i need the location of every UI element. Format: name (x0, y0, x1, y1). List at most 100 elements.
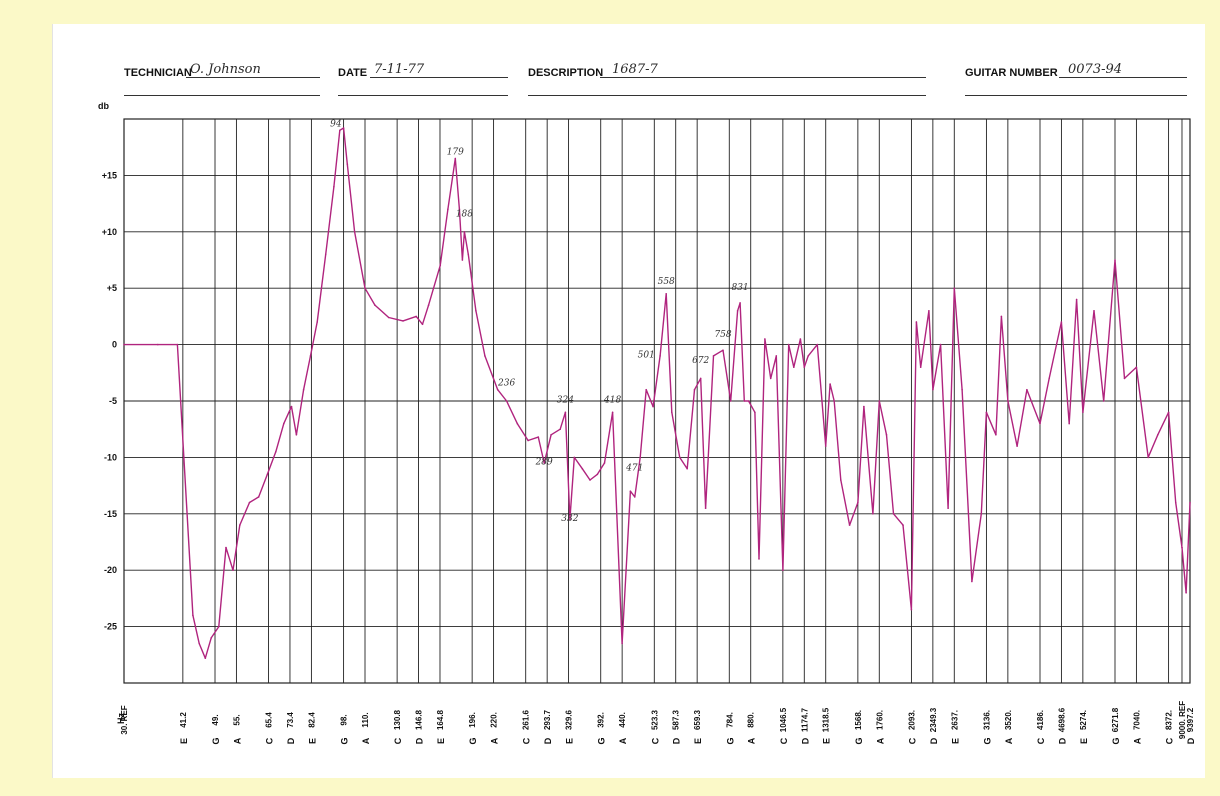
x-tick-freq-label: 1318.5 (822, 707, 831, 732)
data-point (257, 496, 260, 498)
data-point (824, 445, 827, 447)
x-tick-note-label: E (693, 738, 703, 744)
data-point (364, 287, 366, 290)
data-point (339, 129, 341, 132)
x-tick-freq-label: 4698.6 (1057, 707, 1066, 732)
data-point (415, 315, 418, 318)
x-tick-freq-label: 9397.2 (1186, 707, 1195, 732)
data-point (302, 388, 305, 391)
annotations-layer: 94 179 188 236 289 324 332 418 471 501 558 672 758 83… (330, 119, 749, 524)
data-point (239, 524, 241, 526)
x-tick-note-label: D (800, 737, 810, 744)
data-point (816, 343, 819, 346)
y-tick-label: -5 (109, 396, 117, 406)
data-point (461, 259, 464, 261)
x-tick-note-label: C (1036, 737, 1046, 744)
data-point (218, 625, 220, 628)
data-point (225, 546, 227, 549)
description-value: 1687-7 (612, 62, 658, 77)
data-point (421, 323, 424, 326)
data-point (878, 400, 881, 402)
data-point (204, 657, 207, 659)
data-point (1048, 377, 1050, 380)
peak-annotation: 188 (456, 210, 473, 220)
x-tick-freq-label: 1174.7 (800, 707, 809, 732)
y-tick-label: +5 (107, 283, 117, 293)
data-point (652, 405, 654, 408)
data-point (573, 456, 576, 459)
data-point (902, 524, 904, 526)
data-point (769, 377, 772, 380)
y-tick-label: -15 (104, 509, 117, 519)
date-label: DATE (338, 67, 368, 79)
data-point (589, 479, 591, 481)
data-point (712, 355, 715, 357)
x-tick-note-label: E (179, 738, 189, 744)
x-tick-note-label: A (1004, 737, 1014, 744)
y-tick-label: 0 (112, 340, 117, 350)
peak-annotation: 418 (603, 396, 621, 406)
data-point (659, 355, 661, 357)
x-tick-note-label: C (265, 737, 275, 744)
y-tick-label: -20 (104, 565, 117, 575)
x-tick-freq-label: 440. (618, 712, 627, 728)
x-tick-freq-label: 659.3 (693, 709, 702, 730)
data-point (374, 304, 376, 306)
data-point (910, 608, 913, 611)
data-point (787, 343, 790, 346)
x-tick-freq-label: 220. (490, 712, 499, 728)
data-point (739, 302, 741, 304)
data-point (611, 411, 614, 414)
data-point (872, 513, 874, 515)
data-point (581, 467, 584, 470)
data-point (1075, 298, 1078, 301)
data-point (275, 451, 277, 453)
data-point (939, 343, 942, 346)
x-tick-freq-label: 130.8 (393, 709, 402, 730)
data-point (309, 355, 312, 357)
data-point (290, 405, 293, 408)
data-point (1167, 411, 1170, 414)
x-tick-freq-label: 146.8 (415, 709, 424, 730)
data-point (467, 253, 470, 256)
data-point (458, 208, 461, 210)
x-axis-label: Hz (116, 713, 126, 724)
data-point (505, 400, 508, 402)
x-tick-freq-label: 1568. (854, 710, 863, 730)
data-point (564, 411, 567, 414)
data-point (885, 434, 888, 436)
peak-annotation: 236 (497, 379, 515, 389)
data-point (1093, 310, 1095, 312)
data-point (387, 316, 390, 319)
guitar-number-line (1059, 77, 1187, 78)
data-point (516, 422, 519, 425)
x-tick-freq-label: 784. (725, 712, 734, 728)
y-tick-label: +15 (102, 170, 117, 180)
x-tick-note-label: D (415, 737, 425, 744)
x-axis-ticks: 30. REF 41.2 E 49. G 55. A 65.4 C 73.4 D 82.4 E 98. G 1… (120, 701, 1196, 745)
x-tick-freq-label: 9000. REF (1178, 701, 1187, 739)
data-point (266, 473, 269, 476)
data-point (333, 185, 335, 188)
data-point (932, 388, 934, 391)
data-point (210, 637, 212, 639)
data-point (1102, 400, 1105, 402)
data-point (1135, 366, 1138, 369)
data-point (295, 434, 298, 436)
data-point (596, 473, 599, 476)
data-point (342, 127, 345, 129)
x-tick-freq-label: 73.4 (286, 712, 295, 728)
data-point (1185, 592, 1187, 594)
x-tick-note-label: A (875, 737, 885, 744)
data-point (729, 400, 732, 402)
peak-annotation: 758 (714, 330, 731, 340)
x-tick-freq-label: 587.3 (672, 709, 681, 730)
data-point (123, 343, 125, 346)
data-point (527, 439, 529, 442)
data-point (704, 507, 707, 510)
data-point (693, 388, 696, 391)
x-tick-note-label: C (522, 737, 532, 744)
guitar-number-second-line (965, 95, 1187, 96)
data-point (645, 388, 647, 391)
data-point (192, 614, 194, 617)
